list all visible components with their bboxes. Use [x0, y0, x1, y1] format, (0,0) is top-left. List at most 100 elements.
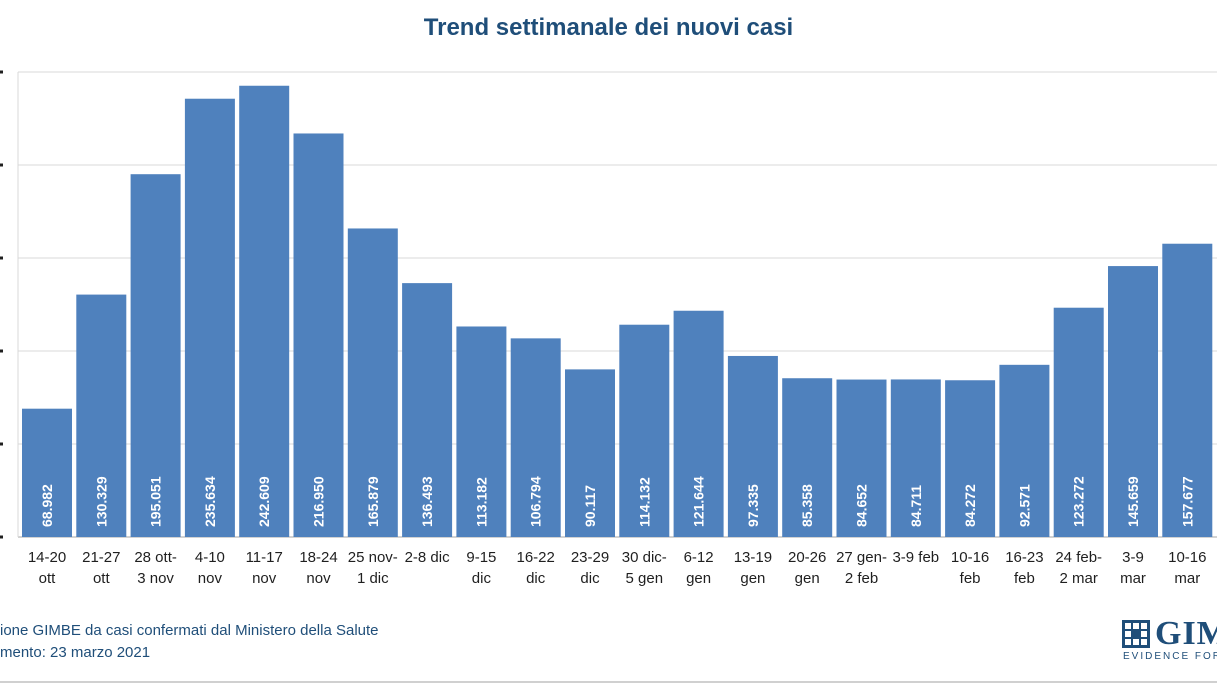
bar-value-label: 235.634 — [202, 476, 218, 527]
gimbe-mark-icon — [1122, 620, 1150, 648]
y-tick-mark — [0, 442, 3, 446]
x-tick-label: 9-15 — [466, 549, 496, 566]
x-tick-label: 6-12 — [684, 549, 714, 566]
bar-value-label: 85.358 — [799, 484, 815, 527]
bar-value-label: 114.132 — [636, 477, 652, 527]
gimbe-logo: GIMBE EVIDENCE FOR HEALTH — [1118, 615, 1217, 663]
x-tick-label: feb — [960, 570, 981, 587]
bar — [836, 379, 887, 537]
y-tick-mark — [0, 256, 3, 260]
x-tick-label: 18-24 — [299, 549, 337, 566]
update-note: mento: 23 marzo 2021 — [0, 644, 151, 661]
x-tick-label: ott — [39, 570, 57, 587]
bar — [727, 355, 778, 537]
bar — [619, 324, 670, 537]
bar-value-label: 84.711 — [908, 485, 924, 527]
x-tick-label: 2 mar — [1060, 570, 1098, 587]
x-tick-label: dic — [526, 570, 546, 587]
y-tick-mark — [0, 163, 3, 167]
x-tick-label: ott — [93, 570, 111, 587]
x-tick-label: 23-29 — [571, 549, 609, 566]
x-tick-label: nov — [306, 570, 331, 587]
bar — [510, 338, 561, 537]
y-tick-mark — [0, 349, 3, 353]
bar-value-label: 97.335 — [745, 484, 761, 527]
bar — [1162, 243, 1213, 538]
bar-value-label: 113.182 — [473, 477, 489, 527]
x-tick-label: 3-9 feb — [892, 549, 939, 566]
x-tick-label: mar — [1120, 570, 1146, 587]
x-tick-label: 11-17 — [246, 549, 283, 566]
x-tick-label: nov — [252, 570, 277, 587]
y-tick-mark — [0, 70, 3, 74]
x-axis-tick-labels: 14-20 ott 21-27 ott 28 ott- 3 nov 4-10 nov 11-17… — [28, 549, 1207, 587]
x-tick-label: 10-16 — [1168, 549, 1206, 566]
bar-value-label: 136.493 — [419, 476, 435, 527]
bar — [999, 364, 1050, 537]
bar-value-label: 165.879 — [365, 476, 381, 527]
bar — [565, 369, 615, 537]
x-tick-label: 21-27 — [82, 549, 120, 566]
bar-value-label: 84.652 — [854, 484, 870, 527]
chart-title: Trend settimanale dei nuovi casi — [423, 14, 794, 41]
bar — [402, 283, 453, 537]
bar — [347, 228, 398, 537]
logo-text: GIMBE — [1155, 615, 1217, 652]
bar-value-label: 145.659 — [1125, 476, 1141, 527]
x-tick-label: 3-9 — [1122, 549, 1144, 566]
bar-value-label: 195.051 — [148, 476, 164, 527]
x-tick-label: gen — [795, 570, 820, 587]
x-tick-label: 27 gen- — [836, 549, 887, 566]
bar — [1108, 266, 1158, 537]
value-labels: 68.982 130.329 195.051 235.634 242.609 216.95… — [39, 476, 1195, 527]
x-tick-label: 16-23 — [1005, 549, 1043, 566]
x-tick-label: nov — [198, 570, 223, 587]
x-tick-label: feb — [1014, 570, 1035, 587]
bar-value-label: 121.644 — [691, 476, 707, 527]
bar-value-label: 130.329 — [93, 476, 109, 527]
bars — [22, 85, 1213, 538]
x-tick-label: 3 nov — [137, 570, 174, 587]
bar-value-label: 123.272 — [1071, 476, 1087, 527]
logo-tagline: EVIDENCE FOR HEALTH — [1123, 651, 1217, 662]
x-tick-label: 25 nov- — [348, 549, 398, 566]
bottom-divider — [0, 681, 1217, 683]
bar-value-label: 84.272 — [962, 484, 978, 527]
x-tick-label: mar — [1174, 570, 1200, 587]
x-tick-label: 20-26 — [788, 549, 826, 566]
x-tick-label: 2 feb — [845, 570, 878, 587]
x-tick-label: 16-22 — [517, 549, 555, 566]
x-tick-label: 4-10 — [195, 549, 225, 566]
x-tick-label: 28 ott- — [134, 549, 177, 566]
bar — [76, 294, 127, 537]
x-tick-label: 13-19 — [734, 549, 772, 566]
x-tick-label: gen — [686, 570, 711, 587]
x-tick-label: dic — [580, 570, 600, 587]
bar-value-label: 90.117 — [582, 485, 598, 527]
x-tick-label: 30 dic- — [622, 549, 667, 566]
x-tick-label: 10-16 — [951, 549, 989, 566]
bar-value-label: 242.609 — [256, 476, 272, 527]
bar — [1053, 307, 1104, 537]
x-tick-label: 14-20 — [28, 549, 66, 566]
bar — [456, 326, 507, 537]
bar-chart: 68.982 130.329 195.051 235.634 242.609 216.95… — [0, 70, 1217, 587]
bar — [184, 98, 235, 537]
x-tick-label: 1 dic — [357, 570, 389, 587]
bar — [239, 85, 290, 538]
bar — [293, 133, 344, 537]
bar — [673, 310, 724, 537]
x-tick-label: 2-8 dic — [405, 549, 451, 566]
x-tick-label: dic — [472, 570, 492, 587]
bar — [945, 380, 996, 537]
bar — [130, 174, 181, 537]
x-tick-label: 5 gen — [626, 570, 664, 587]
bar — [890, 379, 941, 537]
bar-value-label: 216.950 — [311, 476, 327, 527]
bar-value-label: 68.982 — [39, 484, 55, 527]
bar — [782, 378, 833, 537]
bar-value-label: 157.677 — [1179, 476, 1195, 527]
x-tick-label: gen — [740, 570, 765, 587]
x-tick-label: 24 feb- — [1055, 549, 1102, 566]
source-note: ione GIMBE da casi confermati dal Minist… — [0, 622, 379, 639]
